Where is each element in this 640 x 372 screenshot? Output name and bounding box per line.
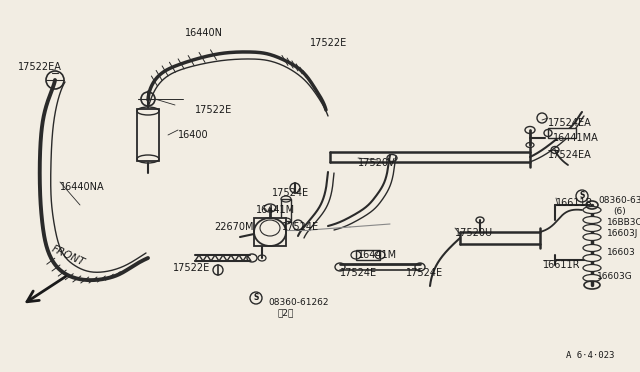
Text: FRONT: FRONT: [50, 244, 86, 268]
Text: 16611R: 16611R: [556, 198, 593, 208]
Text: 17520U: 17520U: [455, 228, 493, 238]
Text: 16400: 16400: [178, 130, 209, 140]
Ellipse shape: [583, 254, 601, 262]
Text: 16441M: 16441M: [256, 205, 295, 215]
Text: 16BB3C: 16BB3C: [607, 218, 640, 227]
Ellipse shape: [583, 217, 601, 224]
Text: 17524E: 17524E: [272, 188, 309, 198]
Text: 17524EA: 17524EA: [548, 118, 592, 128]
Bar: [281, 199, 291, 221]
Bar: [254, 218, 286, 246]
Ellipse shape: [583, 206, 601, 214]
Text: 16441MA: 16441MA: [553, 133, 599, 143]
Text: (6): (6): [613, 207, 626, 216]
Text: 16440N: 16440N: [185, 28, 223, 38]
Text: A 6·4·023: A 6·4·023: [566, 350, 614, 359]
Bar: [137, 109, 159, 161]
Text: S: S: [253, 294, 259, 302]
Text: 17524EA: 17524EA: [548, 150, 592, 160]
Text: 17522E: 17522E: [195, 105, 232, 115]
Bar: [356, 250, 380, 260]
Ellipse shape: [583, 264, 601, 272]
Text: 16603G: 16603G: [597, 272, 633, 281]
Text: （2）: （2）: [278, 308, 294, 317]
Ellipse shape: [583, 224, 601, 231]
Text: 17522EA: 17522EA: [18, 62, 62, 72]
Text: 08360-61262: 08360-61262: [268, 298, 328, 307]
Text: 17524E: 17524E: [340, 268, 377, 278]
Text: 22670M: 22670M: [214, 222, 253, 232]
Text: 17522E: 17522E: [173, 263, 211, 273]
Ellipse shape: [583, 275, 601, 282]
Bar: [548, 128, 576, 138]
Text: 16603: 16603: [607, 248, 636, 257]
Ellipse shape: [583, 244, 601, 251]
Text: 16440NA: 16440NA: [60, 182, 104, 192]
Text: 17524E: 17524E: [406, 268, 443, 278]
Text: 17524E: 17524E: [282, 222, 319, 232]
Text: S: S: [579, 192, 585, 201]
Text: 16603J: 16603J: [607, 229, 638, 238]
Text: 17520V: 17520V: [358, 158, 396, 168]
Text: 16441M: 16441M: [358, 250, 397, 260]
Text: 08360-63062: 08360-63062: [598, 196, 640, 205]
Ellipse shape: [583, 234, 601, 241]
Text: 16611R: 16611R: [543, 260, 580, 270]
Text: 17522E: 17522E: [310, 38, 348, 48]
